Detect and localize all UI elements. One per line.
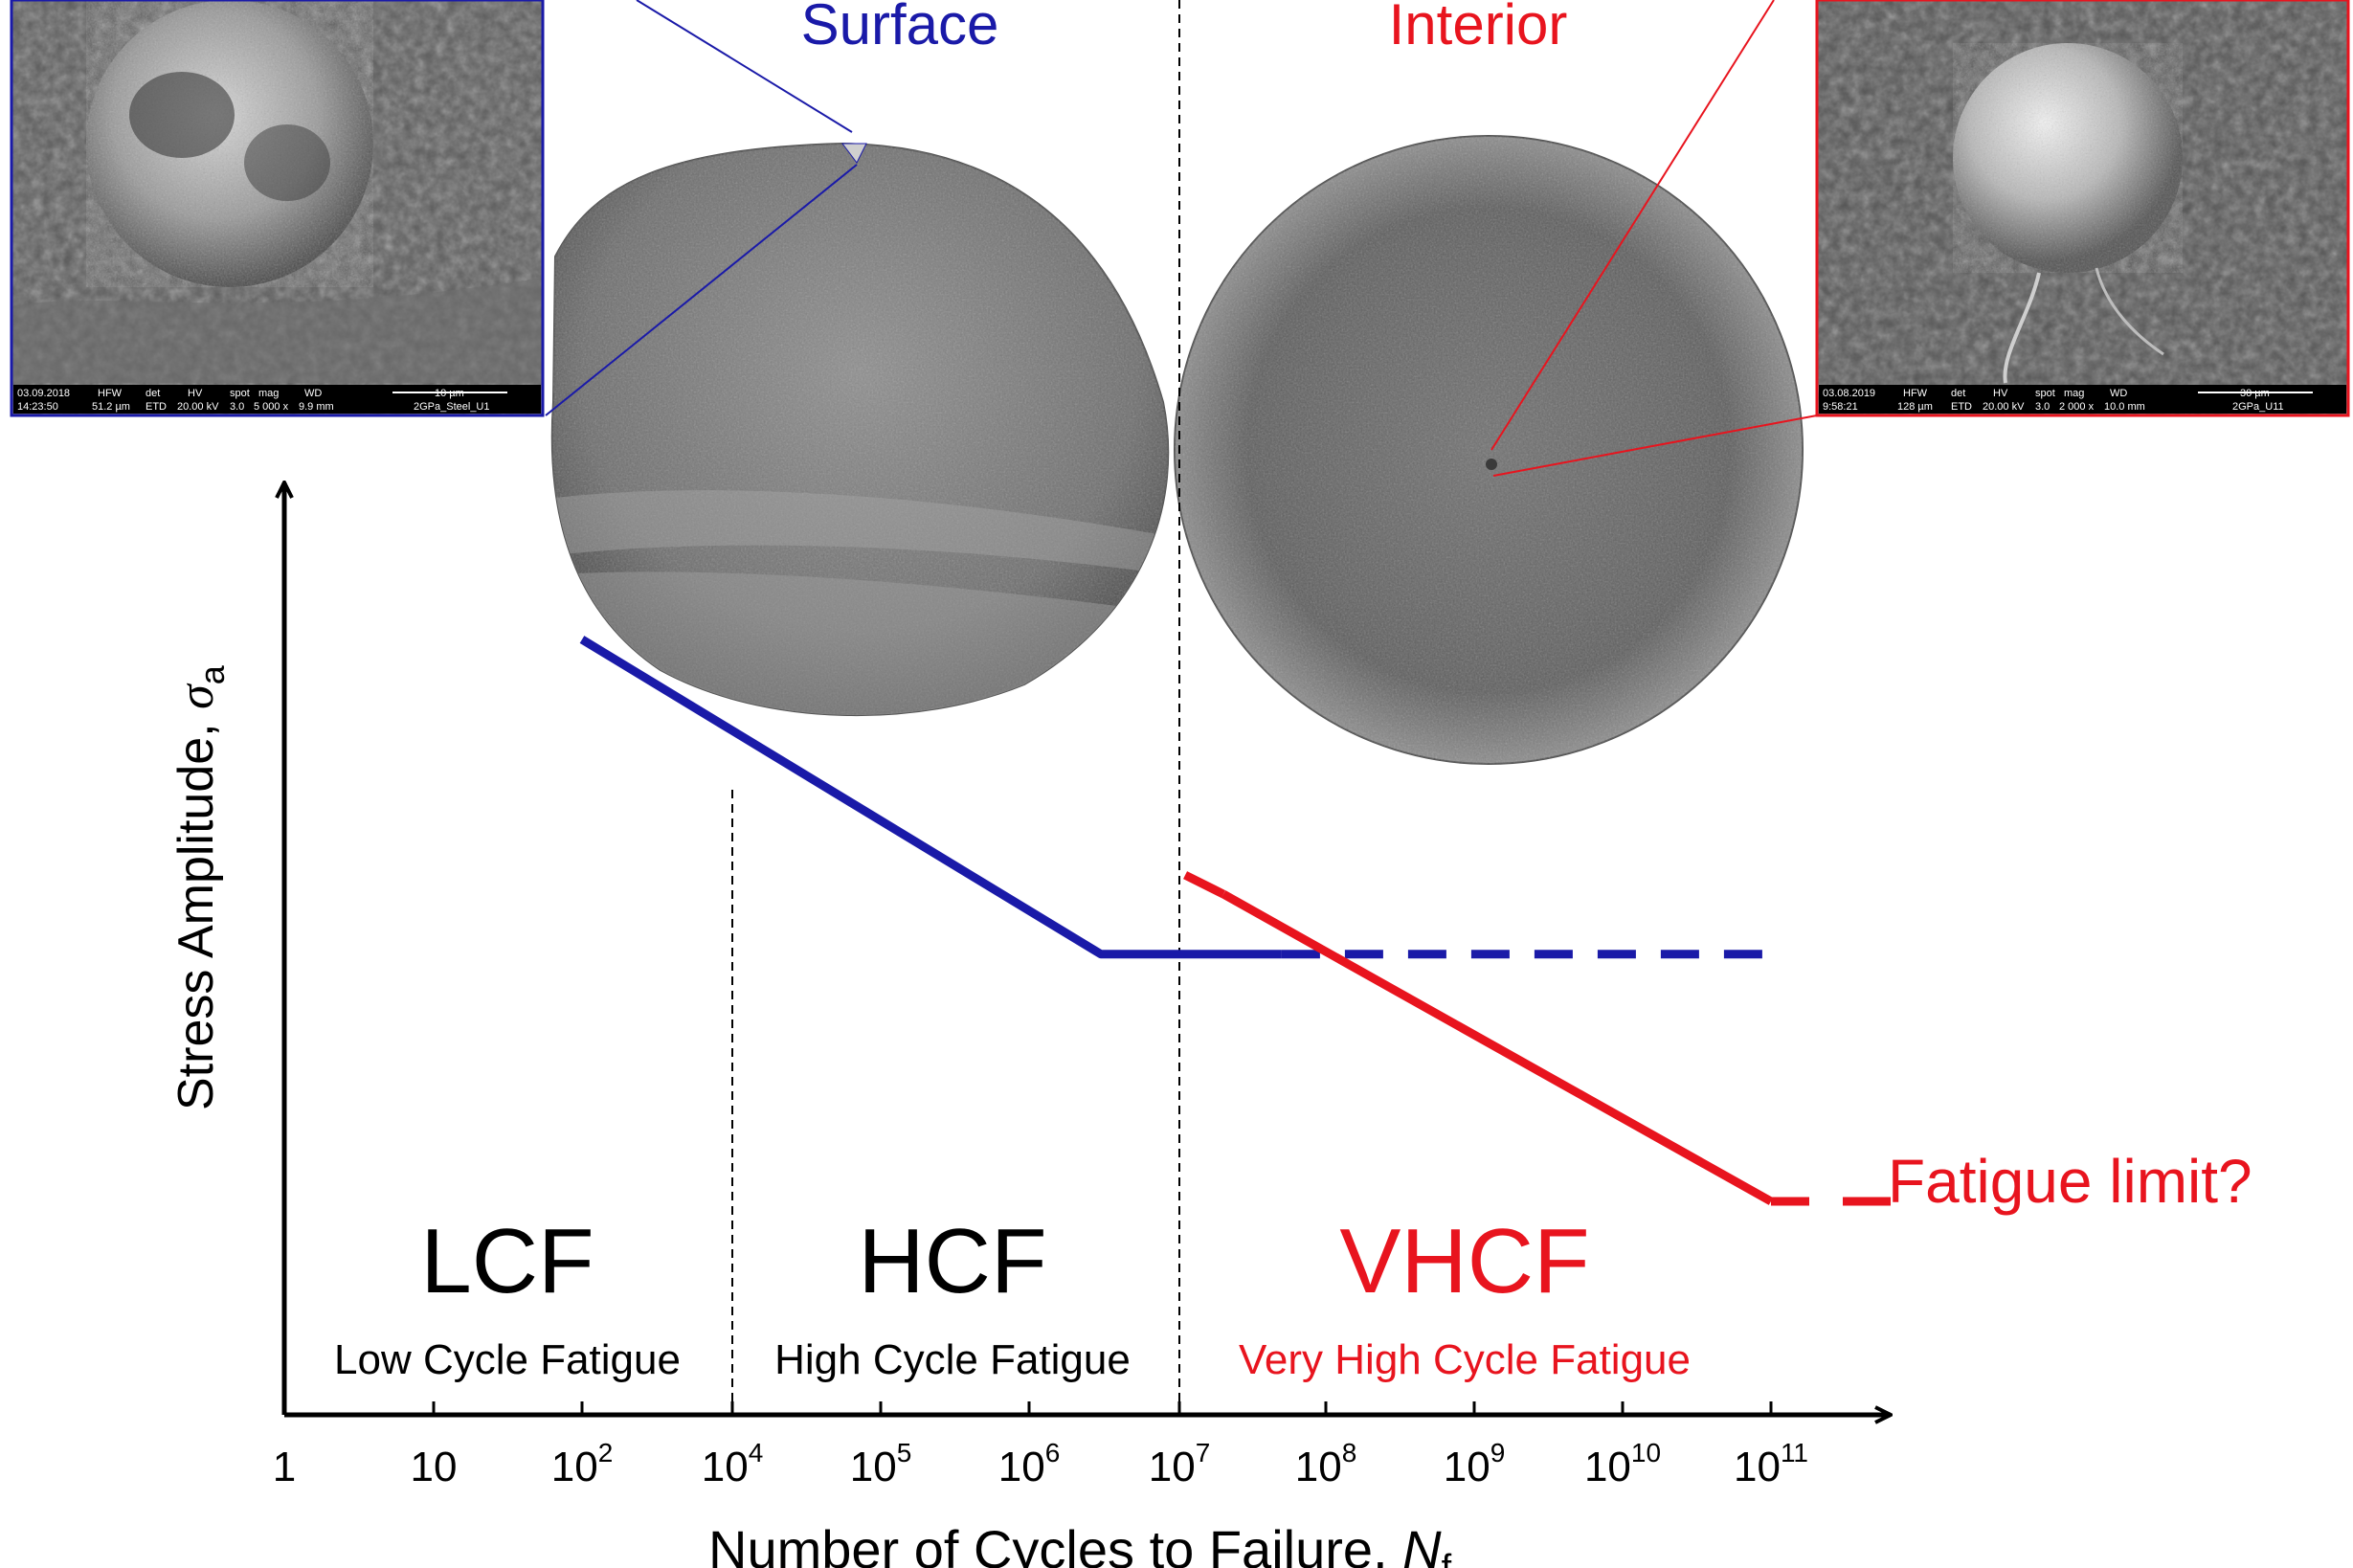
y-axis-label: Stress Amplitude, σa [168, 664, 232, 1110]
sem-scale-left: 10 µm [435, 388, 464, 399]
sem-meta-left: 03.09.2018 HFW det HV spot mag WD 14:23:… [17, 388, 507, 413]
fracture-surface-right [1174, 135, 1804, 765]
svg-text:WD: WD [304, 388, 322, 399]
fatigue-limit-annotation: Fatigue limit? [1888, 1147, 2252, 1216]
svg-text:2 000 x: 2 000 x [2059, 401, 2095, 413]
x-tick-label: 1011 [1734, 1438, 1808, 1490]
x-tick-label: 107 [1149, 1438, 1211, 1490]
x-tick-label: 108 [1295, 1438, 1357, 1490]
region-vhcf: VHCF Very High Cycle Fatigue [1239, 1210, 1691, 1383]
svg-text:128 µm: 128 µm [1897, 401, 1933, 413]
fracture-surface-left [550, 142, 1170, 717]
region-lcf-abbr: LCF [420, 1210, 594, 1312]
svg-text:5 000 x: 5 000 x [254, 401, 289, 413]
svg-text:14:23:50: 14:23:50 [17, 401, 58, 413]
callout-lines [545, 0, 1818, 477]
svg-text:HV: HV [1993, 388, 2008, 399]
x-tick-label: 104 [702, 1438, 764, 1490]
region-hcf: HCF High Cycle Fatigue [774, 1210, 1131, 1383]
x-tick-label: 102 [551, 1438, 614, 1490]
x-axis-tick-labels: 1 10 102 104 105 106 107 108 109 1010 1011 [273, 1438, 1808, 1490]
x-tick-label: 106 [998, 1438, 1061, 1490]
svg-text:20.00 kV: 20.00 kV [1983, 401, 2025, 413]
svg-text:03.09.2018: 03.09.2018 [17, 388, 70, 399]
x-axis-label: Number of Cycles to Failure, Nf [708, 1519, 1452, 1568]
svg-text:3.0: 3.0 [230, 401, 244, 413]
sem-image-surface: 03.09.2018 HFW det HV spot mag WD 14:23:… [10, 0, 545, 417]
surface-label: Surface [801, 0, 999, 56]
svg-text:2GPa_Steel_U1: 2GPa_Steel_U1 [414, 401, 490, 413]
region-vhcf-abbr: VHCF [1339, 1210, 1589, 1312]
region-lcf: LCF Low Cycle Fatigue [334, 1210, 681, 1383]
x-tick-label: 105 [850, 1438, 912, 1490]
svg-text:spot: spot [2035, 388, 2055, 399]
svg-text:10.0 mm: 10.0 mm [2104, 401, 2145, 413]
svg-text:9:58:21: 9:58:21 [1823, 401, 1858, 413]
region-lcf-name: Low Cycle Fatigue [334, 1336, 681, 1383]
svg-text:03.08.2019: 03.08.2019 [1823, 388, 1875, 399]
x-axis-ticks [432, 1401, 1773, 1415]
sn-curve-surface-solid [579, 636, 1282, 959]
x-tick-label: 1010 [1584, 1438, 1661, 1490]
svg-text:HFW: HFW [98, 388, 123, 399]
svg-text:det: det [146, 388, 160, 399]
region-hcf-abbr: HCF [858, 1210, 1046, 1312]
sem-scale-right: 30 µm [2240, 388, 2270, 399]
x-tick-label: 10 [411, 1444, 458, 1490]
svg-text:ETD: ETD [146, 401, 167, 413]
sem-image-interior: 03.08.2019 HFW det HV spot mag WD 9:58:2… [1815, 0, 2350, 417]
svg-text:WD: WD [2110, 388, 2127, 399]
x-tick-label: 1 [273, 1444, 296, 1490]
svg-text:9.9 mm: 9.9 mm [299, 401, 334, 413]
sn-curve-interior-solid [1221, 890, 1774, 1205]
svg-text:spot: spot [230, 388, 250, 399]
svg-text:51.2 µm: 51.2 µm [92, 401, 130, 413]
svg-text:2GPa_U11: 2GPa_U11 [2232, 401, 2284, 413]
svg-text:mag: mag [2064, 388, 2084, 399]
sn-curves [579, 636, 1891, 1206]
region-hcf-name: High Cycle Fatigue [774, 1336, 1131, 1383]
interior-label: Interior [1389, 0, 1568, 56]
x-tick-label: 109 [1444, 1438, 1506, 1490]
sn-curve-interior-leadin [1183, 871, 1226, 899]
svg-text:det: det [1951, 388, 1965, 399]
sem-meta-right: 03.08.2019 HFW det HV spot mag WD 9:58:2… [1823, 388, 2313, 413]
crack-origin [1486, 459, 1497, 470]
svg-text:ETD: ETD [1951, 401, 1972, 413]
region-vhcf-name: Very High Cycle Fatigue [1239, 1336, 1691, 1383]
svg-text:20.00 kV: 20.00 kV [177, 401, 219, 413]
svg-text:3.0: 3.0 [2035, 401, 2050, 413]
svg-text:mag: mag [258, 388, 279, 399]
svg-text:HV: HV [188, 388, 203, 399]
svg-text:HFW: HFW [1903, 388, 1928, 399]
